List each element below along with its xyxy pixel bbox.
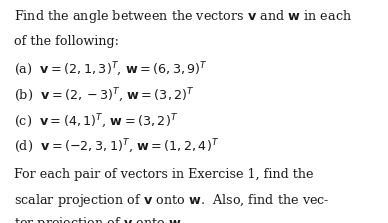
Text: scalar projection of $\mathbf{v}$ onto $\mathbf{w}$.  Also, find the vec-: scalar projection of $\mathbf{v}$ onto $… <box>14 192 329 209</box>
Text: tor projection of $\mathbf{v}$ onto $\mathbf{w}$.: tor projection of $\mathbf{v}$ onto $\ma… <box>14 215 184 223</box>
Text: (a)  $\mathbf{v} = (2, 1, 3)^{T}$, $\mathbf{w} = (6, 3, 9)^{T}$: (a) $\mathbf{v} = (2, 1, 3)^{T}$, $\math… <box>14 61 208 79</box>
Text: Find the angle between the vectors $\mathbf{v}$ and $\mathbf{w}$ in each: Find the angle between the vectors $\mat… <box>14 8 352 25</box>
Text: For each pair of vectors in Exercise 1, find the: For each pair of vectors in Exercise 1, … <box>14 168 313 181</box>
Text: (d)  $\mathbf{v} = (-2, 3, 1)^{T}$, $\mathbf{w} = (1, 2, 4)^{T}$: (d) $\mathbf{v} = (-2, 3, 1)^{T}$, $\mat… <box>14 138 219 156</box>
Text: (c)  $\mathbf{v} = (4, 1)^{T}$, $\mathbf{w} = (3, 2)^{T}$: (c) $\mathbf{v} = (4, 1)^{T}$, $\mathbf{… <box>14 113 178 131</box>
Text: of the following:: of the following: <box>14 35 119 47</box>
Text: (b)  $\mathbf{v} = (2, -3)^{T}$, $\mathbf{w} = (3, 2)^{T}$: (b) $\mathbf{v} = (2, -3)^{T}$, $\mathbf… <box>14 87 194 105</box>
